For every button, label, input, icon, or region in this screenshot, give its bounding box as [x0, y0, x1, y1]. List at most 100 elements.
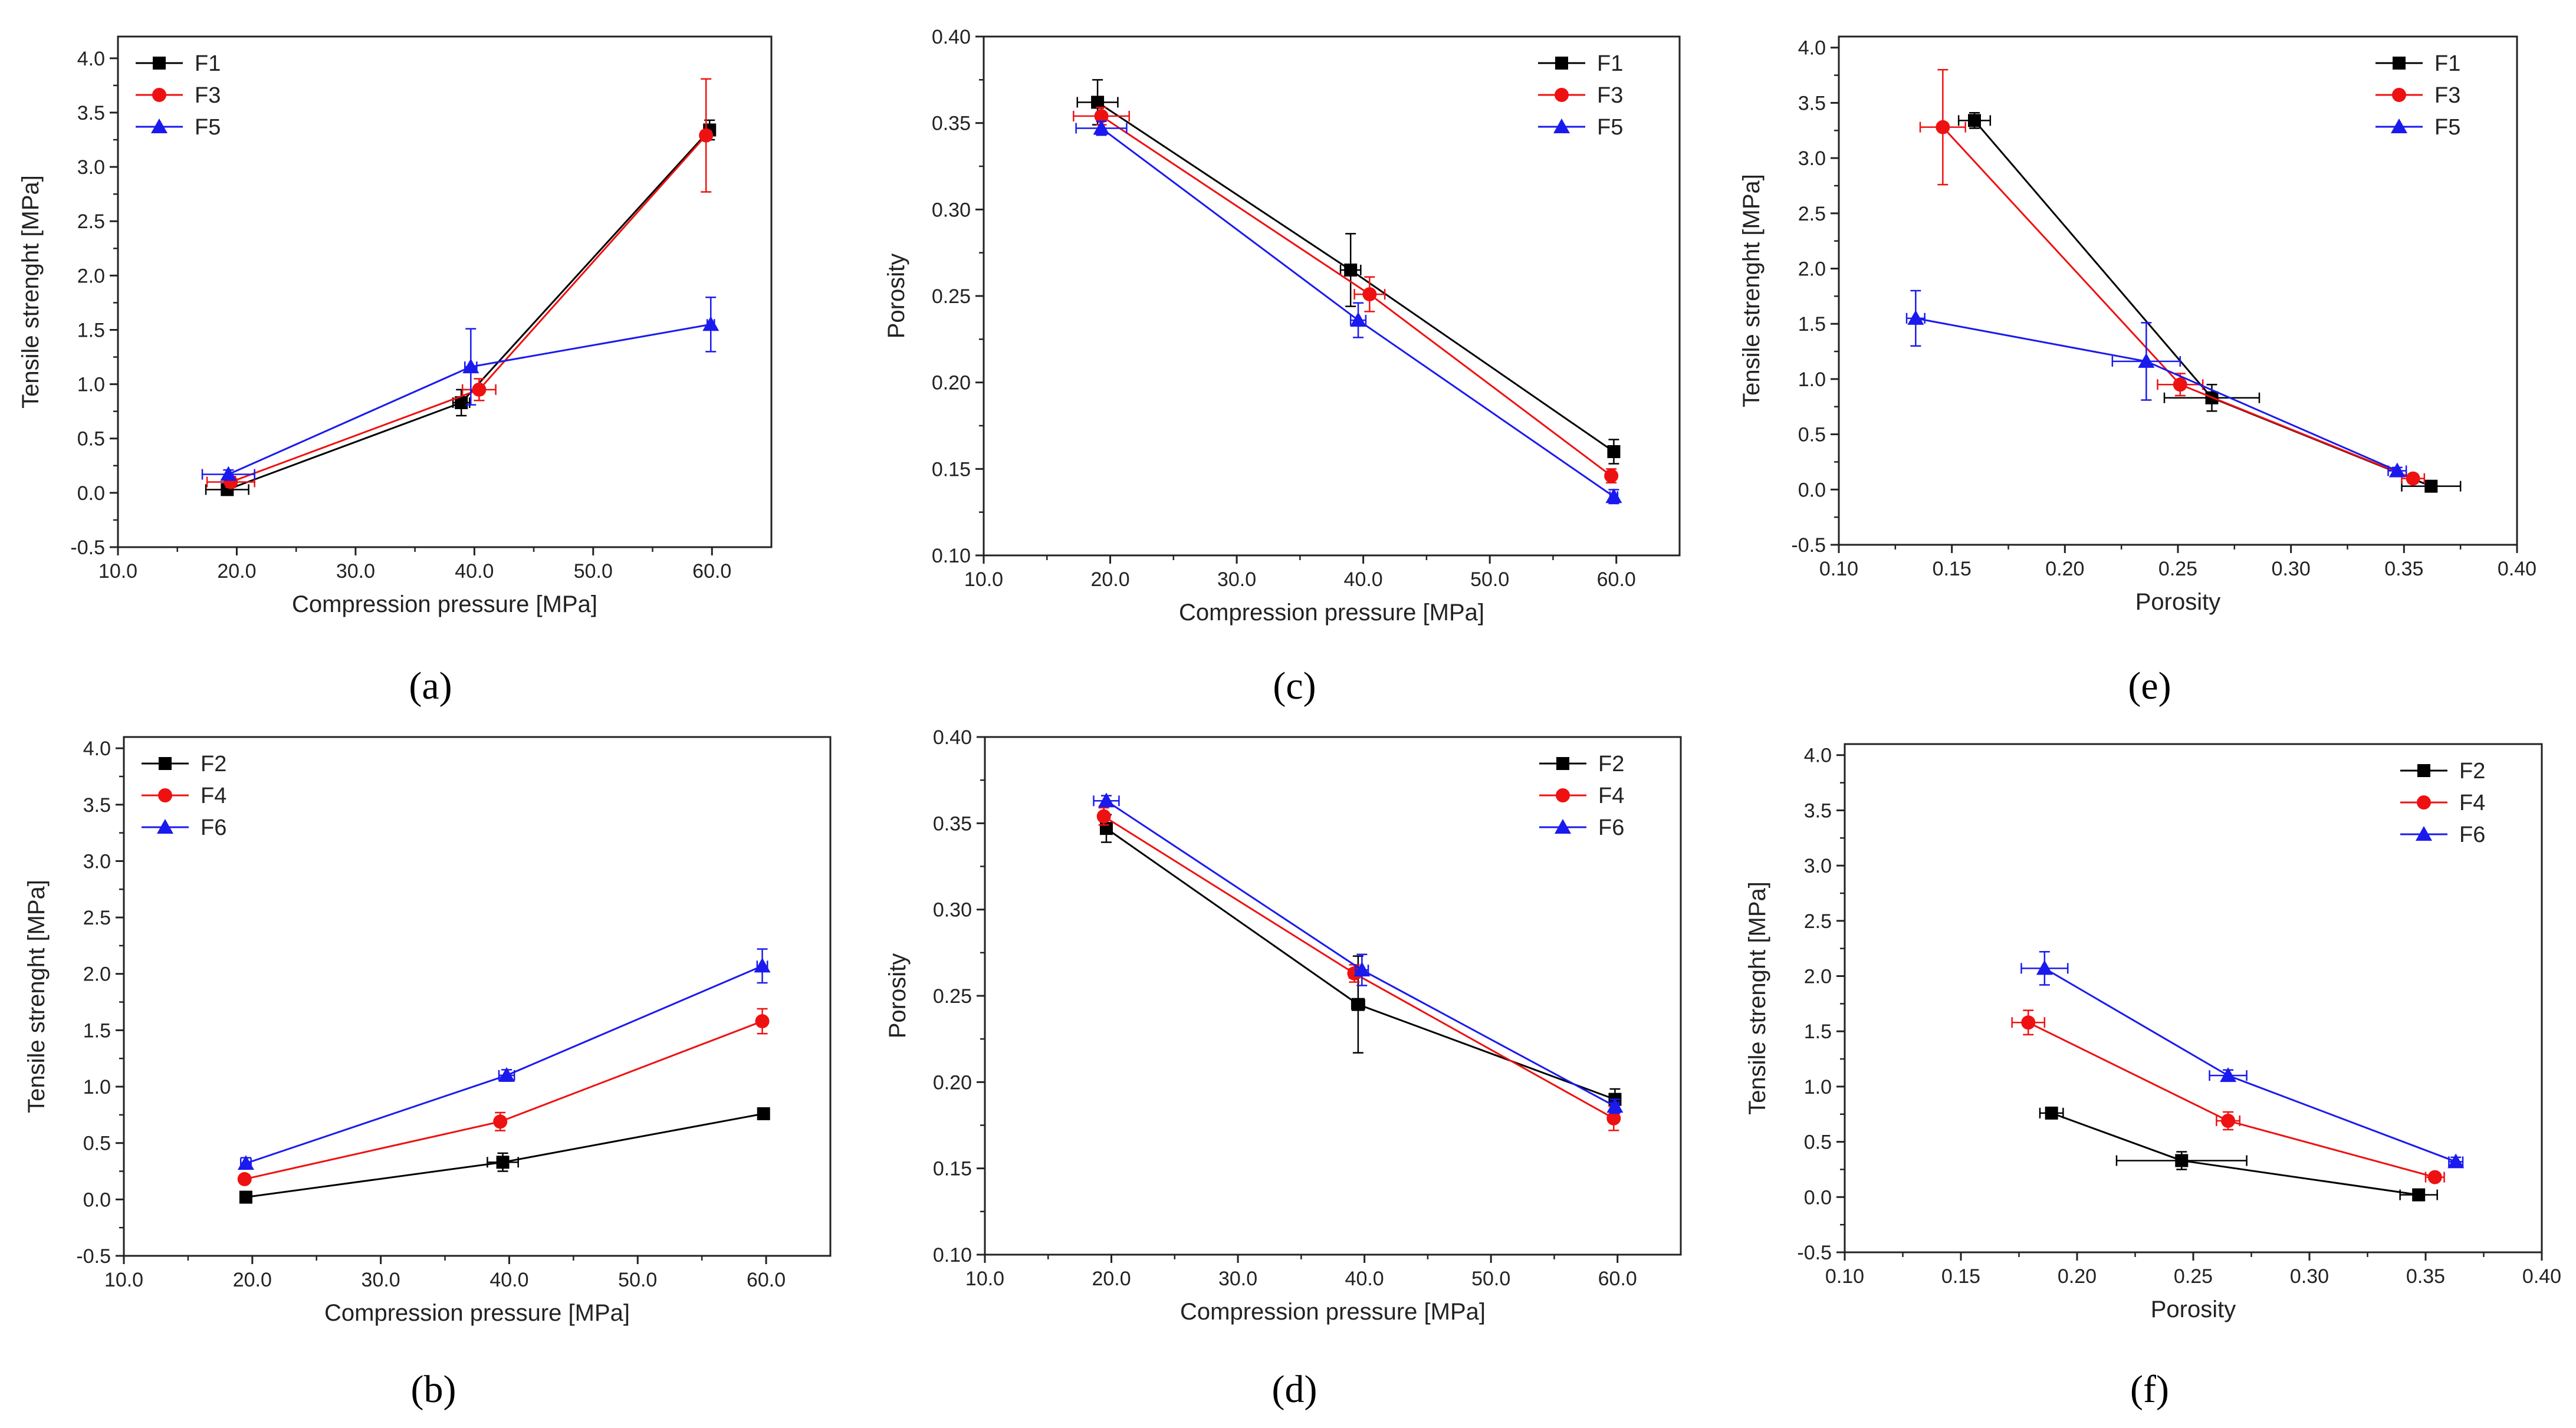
- series-d-F2: [1099, 814, 1622, 1111]
- y-tick-label-e-8: 3.5: [1798, 92, 1826, 114]
- y-tick-label-c-3: 0.25: [932, 285, 971, 308]
- y-tick-label-b-3: 1.0: [83, 1076, 111, 1098]
- y-tick-label-f-7: 3.0: [1804, 855, 1832, 877]
- data-point-d-F2-0: [1099, 822, 1113, 835]
- y-tick-label-d-0: 0.10: [933, 1244, 972, 1266]
- y-axis-label-b: Tensile strenght [MPa]: [24, 880, 50, 1113]
- y-tick-label-a-1: 0.0: [77, 482, 105, 505]
- series-line-a-F3: [230, 134, 707, 483]
- legend-label-e-F1: F1: [2434, 51, 2460, 76]
- chart-f: 0.10 0.15 0.20 0.25 0.30 0.35 0.40 -0.5 0.0 0.5 1.…: [1744, 743, 2561, 1411]
- series-line-e-F5: [1915, 317, 2398, 472]
- y-axis-label-a: Tensile strenght [MPa]: [18, 175, 44, 409]
- chart-e: 0.10 0.15 0.20 0.25 0.30 0.35 0.40 -0.5 0.0 0.5 1.…: [1739, 35, 2536, 708]
- legend-marker-e-F5: [2391, 119, 2407, 133]
- series-a-F1: [205, 119, 717, 496]
- x-axis-label-d: Compression pressure [MPa]: [1180, 1299, 1486, 1325]
- legend-marker-e-F1: [2393, 57, 2406, 70]
- series-line-d-F2: [1106, 827, 1615, 1101]
- data-point-d-F4-0: [1096, 809, 1111, 824]
- series-line-b-F6: [245, 965, 763, 1164]
- data-point-b-F6-0: [237, 1155, 254, 1170]
- legend-b: F2 F4 F6: [142, 752, 226, 840]
- series-c-F1: [1076, 79, 1621, 465]
- data-point-c-F1-0: [1091, 96, 1105, 109]
- series-c-F3: [1073, 107, 1619, 484]
- data-point-f-F6-1: [2220, 1067, 2237, 1082]
- legend-marker-d-F6: [1555, 819, 1571, 834]
- y-tick-label-f-9: 4.0: [1804, 745, 1832, 767]
- legend-label-a-F3: F3: [195, 83, 221, 108]
- series-d-F4: [1096, 807, 1621, 1131]
- data-point-e-F5-2: [2388, 462, 2406, 478]
- y-tick-label-b-8: 3.5: [83, 794, 111, 817]
- x-tick-label-b-2: 30.0: [362, 1269, 400, 1291]
- x-tick-label-a-0: 10.0: [98, 560, 137, 583]
- y-tick-label-f-2: 0.5: [1804, 1131, 1832, 1154]
- plot-frame-d: [984, 736, 1682, 1256]
- x-tick-label-f-2: 0.20: [2058, 1265, 2097, 1288]
- legend-label-a-F5: F5: [195, 115, 221, 140]
- data-point-e-F3-0: [1936, 120, 1950, 134]
- series-f-F4: [2011, 1009, 2445, 1184]
- x-tick-label-f-5: 0.35: [2406, 1265, 2445, 1288]
- series-line-e-F1: [1973, 120, 2432, 488]
- x-tick-label-f-4: 0.30: [2290, 1265, 2329, 1288]
- chart-c: 10.0 20.0 30.0 40.0 50.0 60.0 0.10 0.15 0.20 0.25…: [883, 26, 1681, 708]
- series-e-F3: [1919, 68, 2426, 486]
- data-point-e-F3-2: [2406, 471, 2420, 486]
- y-tick-label-e-4: 1.5: [1798, 313, 1826, 335]
- legend-label-b-F4: F4: [201, 784, 226, 808]
- x-tick-label-f-3: 0.25: [2174, 1265, 2213, 1288]
- x-tick-label-e-2: 0.20: [2045, 558, 2084, 580]
- series-b-F4: [237, 1008, 770, 1186]
- legend-label-e-F5: F5: [2434, 115, 2460, 140]
- x-tick-label-c-2: 30.0: [1217, 568, 1256, 591]
- legend-marker-d-F4: [1556, 788, 1570, 802]
- y-tick-label-a-8: 3.5: [77, 102, 105, 124]
- data-point-b-F4-1: [493, 1114, 508, 1129]
- x-tick-label-c-5: 60.0: [1597, 568, 1636, 591]
- data-point-e-F3-1: [2173, 377, 2187, 392]
- legend-marker-b-F2: [159, 757, 172, 770]
- y-tick-label-d-3: 0.25: [933, 985, 972, 1008]
- legend-marker-e-F3: [2392, 88, 2406, 102]
- series-a-F5: [201, 296, 719, 481]
- y-tick-label-d-5: 0.35: [933, 812, 972, 835]
- legend-label-b-F6: F6: [201, 815, 226, 840]
- legend-label-f-F4: F4: [2459, 791, 2485, 815]
- legend-a: F1 F3 F5: [136, 51, 221, 140]
- series-line-d-F6: [1106, 800, 1616, 1107]
- x-tick-label-c-1: 20.0: [1090, 568, 1129, 591]
- data-point-e-F5-1: [2138, 353, 2155, 368]
- legend-label-c-F5: F5: [1597, 115, 1623, 140]
- data-point-f-F6-2: [2447, 1153, 2465, 1169]
- series-line-a-F1: [226, 129, 711, 491]
- y-axis-label-e: Tensile strenght [MPa]: [1739, 174, 1765, 407]
- x-tick-label-c-3: 40.0: [1344, 568, 1383, 591]
- x-tick-label-d-0: 10.0: [965, 1268, 1004, 1290]
- x-tick-label-b-0: 10.0: [104, 1269, 143, 1291]
- x-axis-label-b: Compression pressure [MPa]: [324, 1300, 630, 1326]
- legend-marker-f-F2: [2417, 764, 2430, 777]
- legend-label-d-F6: F6: [1598, 815, 1624, 840]
- y-tick-label-f-3: 1.0: [1804, 1076, 1832, 1098]
- y-tick-label-e-3: 1.0: [1798, 368, 1826, 391]
- series-b-F6: [237, 948, 771, 1170]
- y-tick-label-b-4: 1.5: [83, 1019, 111, 1042]
- x-tick-label-f-1: 0.15: [1941, 1265, 1980, 1288]
- plot-frame-b: [123, 736, 832, 1257]
- series-c-F5: [1075, 120, 1622, 505]
- data-point-c-F3-1: [1362, 287, 1377, 302]
- legend-e: F1 F3 F5: [2375, 51, 2460, 140]
- y-tick-label-c-0: 0.10: [932, 545, 971, 567]
- x-tick-label-b-3: 40.0: [489, 1269, 528, 1291]
- x-tick-label-e-4: 0.30: [2272, 558, 2311, 580]
- data-point-b-F2-1: [496, 1156, 510, 1169]
- chart-b: 10.0 20.0 30.0 40.0 50.0 60.0 -0.5 0.0 0.5 1.0 1.5…: [24, 736, 832, 1411]
- y-tick-label-c-6: 0.40: [932, 26, 971, 48]
- legend-marker-c-F3: [1555, 88, 1569, 102]
- data-point-a-F3-2: [699, 128, 714, 143]
- data-point-f-F6-0: [2036, 960, 2053, 975]
